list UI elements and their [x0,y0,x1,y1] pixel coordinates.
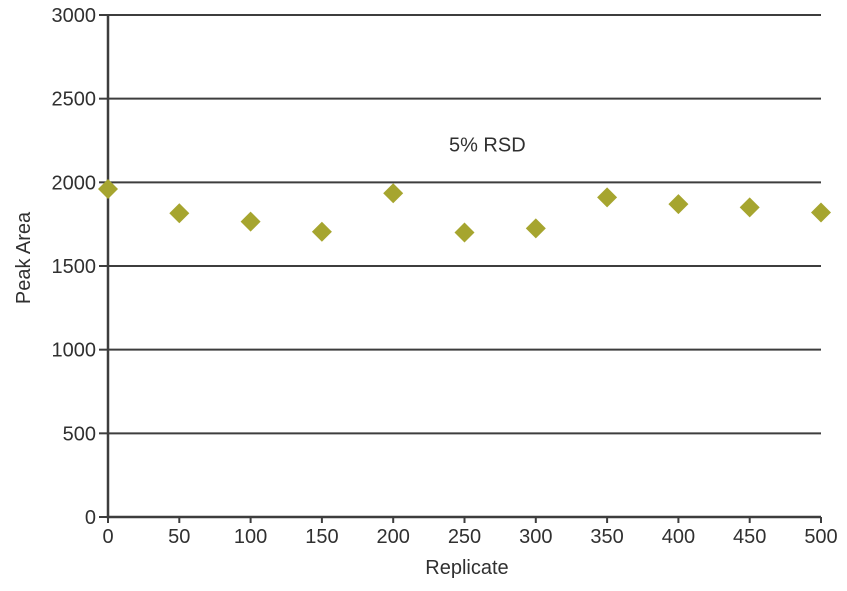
y-tick-label: 2500 [52,89,97,111]
y-tick-label: 0 [85,507,96,529]
x-tick-label: 300 [519,526,552,548]
data-point [597,187,618,208]
data-point [668,194,689,215]
y-axis-title: Peak Area [13,211,35,304]
x-tick-label: 500 [804,526,837,548]
data-point [240,211,261,232]
y-axis: 0 500 1000 1500 2000 2500 3000 [52,5,110,529]
data-point [311,221,332,242]
x-tick-label: 350 [590,526,623,548]
x-axis-title: Replicate [425,557,508,579]
x-tick-label: 0 [102,526,113,548]
annotation-rsd: 5% RSD [449,135,526,157]
data-point [811,202,831,223]
x-tick-label: 400 [662,526,695,548]
data-point [169,203,190,224]
x-tick-label: 450 [733,526,766,548]
y-tick-label: 2000 [52,172,97,194]
x-tick-label: 250 [448,526,481,548]
data-point [525,218,546,239]
y-tick-label: 1500 [52,256,97,278]
y-tick-label: 3000 [52,5,97,27]
x-tick-label: 200 [377,526,410,548]
data-point [454,222,475,243]
y-tick-label: 500 [63,423,96,445]
x-tick-label: 150 [305,526,338,548]
x-tick-label: 100 [234,526,267,548]
data-point [98,179,118,200]
gridlines [108,14,821,435]
data-point [739,197,760,218]
y-tick-label: 1000 [52,340,97,362]
x-tick-label: 50 [168,526,190,548]
data-points [98,179,831,243]
data-point [383,183,404,204]
x-axis: 0 50 100 150 200 250 300 350 400 450 500 [102,515,838,548]
